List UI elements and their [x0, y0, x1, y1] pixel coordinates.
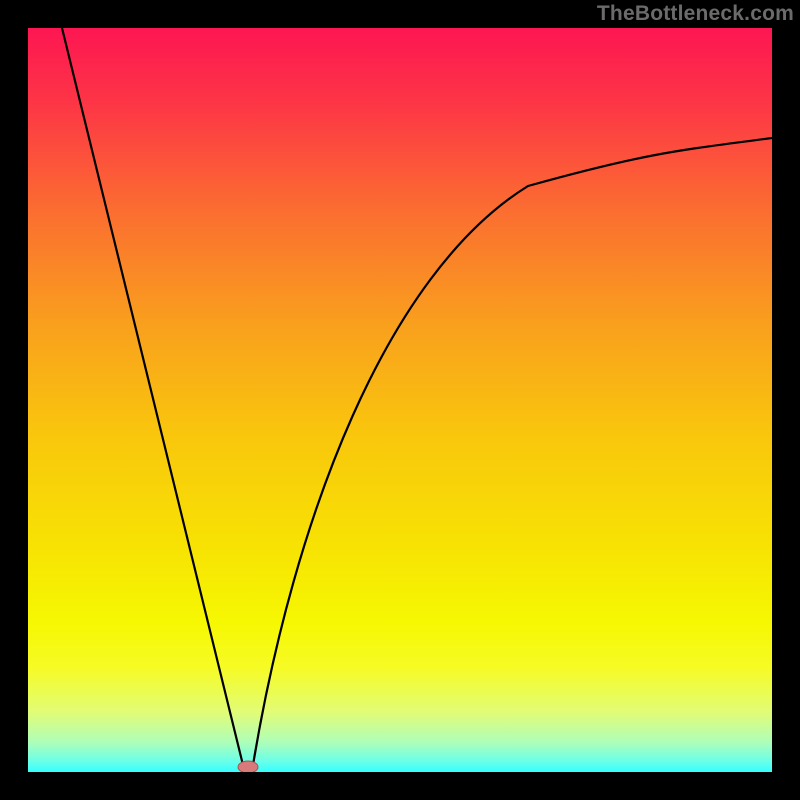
- watermark-text: TheBottleneck.com: [597, 2, 794, 26]
- plot-area: [28, 28, 772, 772]
- chart-container: TheBottleneck.com: [0, 0, 800, 800]
- gradient-background: [28, 28, 772, 772]
- vertex-marker: [238, 761, 258, 772]
